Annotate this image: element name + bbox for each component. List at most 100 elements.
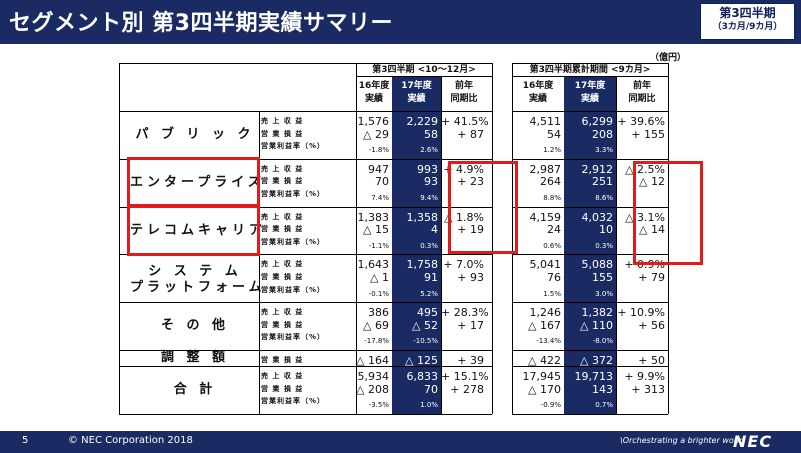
data-cell: + 9.9% — [624, 370, 665, 383]
table-vline — [512, 63, 513, 414]
data-cell: 7.4% — [371, 194, 389, 202]
table-vline — [259, 254, 260, 303]
data-cell: 58 — [424, 127, 438, 141]
segment-label: 調 整 額 — [160, 350, 230, 365]
data-cell: 208 — [592, 127, 613, 141]
footer-bar: 5 © NEC Corporation 2018 \Orchestrating … — [0, 431, 801, 453]
data-cell: 1.0% — [420, 401, 438, 410]
data-cell: 10 — [599, 223, 613, 237]
data-cell: 264 — [540, 175, 561, 189]
data-cell: 1.2% — [543, 146, 561, 155]
group-header-2: 第3四半期累計期間 <9カ月> — [529, 65, 651, 75]
data-cell: + 17 — [457, 318, 484, 332]
table-vline — [259, 366, 260, 414]
table-hline — [119, 206, 492, 208]
data-cell: 0.6% — [543, 241, 561, 250]
data-cell: 76 — [547, 271, 561, 284]
data-cell: -8.0% — [592, 337, 613, 346]
data-cell: △ 52 — [412, 318, 438, 332]
page-title: セグメント別 第3四半期実績サマリー — [9, 11, 393, 36]
data-cell: △ 110 — [580, 318, 613, 332]
data-cell: △ 29 — [363, 127, 389, 141]
data-cell: 19,713 — [574, 370, 614, 383]
data-cell: -3.5% — [368, 401, 389, 410]
table-hline — [512, 350, 668, 351]
table-hline — [119, 366, 492, 367]
metric-label: 営業利益率（%） — [261, 237, 326, 246]
table-vline — [259, 350, 260, 366]
copyright-text: © NEC Corporation 2018 — [68, 435, 193, 446]
metric-label: 営 業 損 益 — [261, 177, 304, 186]
data-cell: + 313 — [631, 382, 665, 396]
table-hline — [119, 111, 492, 112]
metric-label: 営業利益率（%） — [261, 285, 326, 294]
metric-label: 営 業 損 益 — [261, 356, 304, 364]
table-hline — [119, 302, 492, 304]
table-vline — [259, 302, 260, 350]
data-cell: 0.7% — [595, 401, 613, 410]
group-header-1: 第3四半期 <10〜12月> — [372, 65, 476, 75]
table-vline — [668, 63, 669, 414]
table-vline — [259, 111, 260, 159]
table-vline — [492, 63, 493, 414]
data-cell: 70 — [375, 175, 389, 189]
table-vline — [441, 76, 442, 414]
data-cell: 0.3% — [420, 241, 438, 250]
column-header: 17年度 実績 — [401, 81, 432, 104]
data-cell: + 28.3% — [441, 306, 489, 320]
badge-line2: （3カ月/9カ月） — [712, 22, 783, 32]
data-cell: 4 — [431, 223, 438, 237]
data-cell: 5,041 — [529, 258, 562, 272]
metric-label: 営 業 損 益 — [261, 225, 304, 234]
data-cell: 2,912 — [581, 162, 614, 176]
data-cell: 1,358 — [406, 210, 439, 224]
data-cell: △ 372 — [580, 354, 613, 367]
data-cell: 4,159 — [529, 210, 562, 224]
data-cell: △ 14 — [639, 223, 665, 237]
metric-label: 営 業 損 益 — [261, 273, 304, 281]
data-cell: + 23 — [457, 175, 484, 189]
data-cell: 4,511 — [529, 115, 562, 128]
data-cell: 5.2% — [420, 289, 438, 298]
data-cell: + 4.9% — [443, 162, 484, 176]
data-cell: 8.8% — [543, 194, 561, 202]
data-cell: 2,229 — [406, 115, 439, 128]
nec-logo: NEC — [733, 432, 773, 451]
data-cell: + 155 — [631, 127, 665, 141]
data-cell: 1,758 — [406, 258, 439, 272]
highlight-box-9m-yoy — [633, 160, 703, 266]
data-cell: △ 170 — [528, 382, 561, 396]
data-cell: + 39 — [457, 354, 484, 367]
table-hline — [119, 350, 492, 351]
table-hline — [119, 413, 492, 415]
data-cell: -0.1% — [368, 289, 389, 298]
data-cell: 143 — [592, 382, 613, 396]
segment-label: テレコムキャリア — [130, 222, 267, 238]
data-cell: 3.0% — [595, 289, 613, 298]
column-header: 16年度 実績 — [358, 81, 390, 104]
data-cell: 54 — [547, 127, 561, 141]
metric-label: 売 上 収 益 — [261, 260, 304, 269]
data-cell: 1,643 — [357, 258, 390, 272]
data-cell: 1,383 — [357, 210, 390, 224]
data-cell: △ 1 — [370, 271, 389, 284]
table-vline — [616, 76, 617, 414]
data-cell: + 19 — [457, 223, 484, 237]
table-hline — [512, 111, 668, 112]
data-cell: 251 — [592, 175, 613, 189]
data-cell: △ 208 — [356, 382, 389, 396]
table-hline — [512, 63, 668, 64]
data-cell: + 50 — [638, 354, 665, 367]
period-badge: 第3四半期 （3カ月/9カ月） — [700, 3, 795, 40]
data-cell: 17,945 — [522, 370, 562, 383]
segment-label: 合 計 — [173, 381, 217, 397]
data-cell: △ 69 — [363, 318, 389, 332]
segment-label: シ ス テ ム プラットフォーム — [130, 264, 266, 296]
metric-label: 営業利益率（%） — [261, 142, 326, 151]
data-cell: △ 12 — [639, 175, 665, 189]
column-header: 前年 同期比 — [450, 81, 478, 104]
highlight-column-bg — [564, 76, 616, 414]
header-bar: セグメント別 第3四半期実績サマリー 第3四半期 （3カ月/9カ月） — [0, 0, 801, 44]
data-cell: + 10.9% — [617, 306, 665, 320]
metric-label: 売 上 収 益 — [261, 117, 304, 125]
